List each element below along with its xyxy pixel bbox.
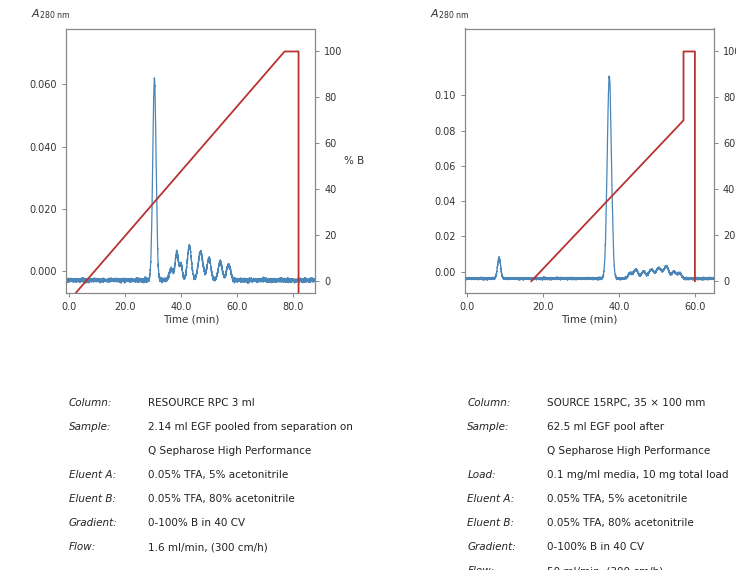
Y-axis label: % B: % B — [344, 156, 364, 165]
Text: Eluent B:: Eluent B: — [467, 518, 514, 528]
Text: 0.1 mg/ml media, 10 mg total load: 0.1 mg/ml media, 10 mg total load — [547, 470, 729, 480]
Text: 1.6 ml/min, (300 cm/h): 1.6 ml/min, (300 cm/h) — [149, 542, 268, 552]
Text: 0-100% B in 40 CV: 0-100% B in 40 CV — [547, 542, 644, 552]
Text: Q Sepharose High Performance: Q Sepharose High Performance — [547, 446, 710, 455]
Text: 50 ml/min, (300 cm/h): 50 ml/min, (300 cm/h) — [547, 566, 663, 570]
Text: Sample:: Sample: — [68, 422, 111, 431]
Text: Sample:: Sample: — [467, 422, 510, 431]
Text: 0.05% TFA, 5% acetonitrile: 0.05% TFA, 5% acetonitrile — [547, 494, 687, 504]
Text: Flow:: Flow: — [467, 566, 495, 570]
Text: Gradient:: Gradient: — [467, 542, 516, 552]
Text: 2.14 ml EGF pooled from separation on: 2.14 ml EGF pooled from separation on — [149, 422, 353, 431]
Text: Q Sepharose High Performance: Q Sepharose High Performance — [149, 446, 311, 455]
Text: Eluent A:: Eluent A: — [68, 470, 116, 480]
X-axis label: Time (min): Time (min) — [561, 315, 618, 324]
Text: RESOURCE RPC 3 ml: RESOURCE RPC 3 ml — [149, 397, 255, 408]
Text: Column:: Column: — [68, 397, 112, 408]
Text: Eluent A:: Eluent A: — [467, 494, 514, 504]
Text: 62.5 ml EGF pool after: 62.5 ml EGF pool after — [547, 422, 664, 431]
X-axis label: Time (min): Time (min) — [163, 315, 219, 324]
Text: Eluent B:: Eluent B: — [68, 494, 116, 504]
Text: 0-100% B in 40 CV: 0-100% B in 40 CV — [149, 518, 246, 528]
Text: 0.05% TFA, 5% acetonitrile: 0.05% TFA, 5% acetonitrile — [149, 470, 289, 480]
Text: 0.05% TFA, 80% acetonitrile: 0.05% TFA, 80% acetonitrile — [149, 494, 295, 504]
Text: Column:: Column: — [467, 397, 511, 408]
Text: SOURCE 15RPC, 35 × 100 mm: SOURCE 15RPC, 35 × 100 mm — [547, 397, 705, 408]
Text: $A_{280\ \mathregular{nm}}$: $A_{280\ \mathregular{nm}}$ — [32, 7, 71, 21]
Text: Load:: Load: — [467, 470, 496, 480]
Text: $A_{280\ \mathregular{nm}}$: $A_{280\ \mathregular{nm}}$ — [430, 7, 470, 21]
Text: Flow:: Flow: — [68, 542, 96, 552]
Text: 0.05% TFA, 80% acetonitrile: 0.05% TFA, 80% acetonitrile — [547, 518, 694, 528]
Text: Gradient:: Gradient: — [68, 518, 118, 528]
